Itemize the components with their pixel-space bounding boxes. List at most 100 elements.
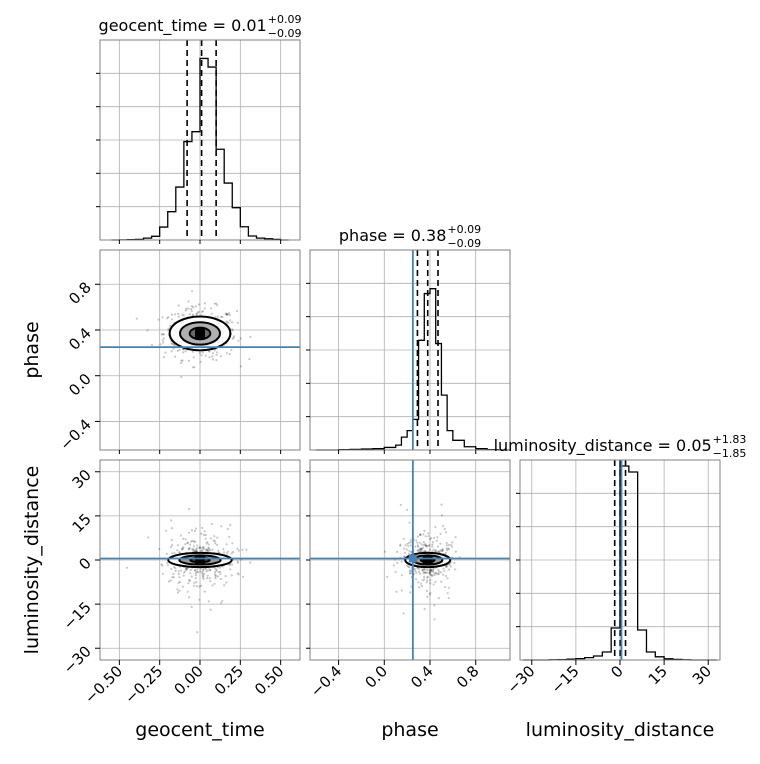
scatter-point	[428, 537, 432, 541]
scatter-point	[199, 549, 202, 553]
scatter-point	[445, 547, 448, 550]
scatter-point	[214, 542, 217, 545]
scatter-point	[439, 549, 442, 552]
scatter-point	[442, 567, 445, 570]
scatter-point	[161, 572, 164, 575]
scatter-point	[199, 584, 203, 587]
scatter-point	[194, 577, 197, 580]
y-tick-label: −30	[60, 642, 95, 677]
scatter-point	[216, 536, 219, 539]
scatter-point	[197, 310, 200, 313]
y-tick-label: 15	[69, 510, 95, 536]
scatter-point	[417, 581, 420, 584]
title-main: phase = 0.38	[339, 226, 446, 245]
scatter-point	[248, 357, 251, 361]
scatter-point	[176, 349, 180, 352]
scatter-point	[162, 333, 165, 336]
scatter-point	[125, 566, 129, 569]
scatter-point	[407, 565, 410, 568]
scatter-point	[209, 580, 212, 583]
scatter-point	[449, 565, 452, 568]
scatter-point	[193, 568, 197, 572]
scatter-point	[429, 571, 432, 574]
scatter-point	[158, 547, 161, 551]
scatter-point	[191, 366, 195, 369]
scatter-point	[231, 542, 234, 545]
scatter-point	[162, 337, 165, 340]
scatter-point	[221, 599, 224, 602]
scatter-point	[428, 569, 432, 572]
scatter-point	[425, 544, 428, 547]
scatter-point	[172, 347, 175, 350]
scatter-point	[188, 579, 191, 583]
title-median: 0.38	[411, 226, 447, 245]
scatter-point	[442, 573, 445, 576]
scatter-point	[191, 313, 195, 316]
scatter-point	[166, 561, 169, 565]
scatter-point	[424, 571, 427, 574]
scatter-point	[224, 575, 227, 578]
scatter-point	[408, 566, 411, 569]
scatter-point	[428, 570, 432, 573]
scatter-point	[418, 548, 421, 552]
scatter-point	[201, 570, 204, 573]
scatter-point	[194, 569, 197, 572]
scatter-point	[231, 321, 234, 324]
scatter-point	[425, 568, 428, 571]
scatter-point	[232, 336, 235, 339]
scatter-point	[436, 545, 439, 548]
scatter-point	[213, 573, 216, 576]
scatter-point	[170, 350, 173, 353]
scatter-point	[161, 339, 164, 342]
scatter-point	[195, 581, 198, 584]
scatter-point	[446, 592, 449, 595]
scatter-point	[443, 528, 446, 531]
x-tick-label: 0	[607, 662, 626, 681]
scatter-point	[225, 552, 228, 555]
x-tick-label: −0.50	[81, 662, 126, 707]
scatter-point	[195, 585, 199, 588]
scatter-point	[441, 549, 444, 552]
scatter-point	[454, 550, 457, 553]
scatter-point	[226, 321, 229, 324]
scatter-point	[409, 572, 412, 575]
scatter-point	[402, 537, 405, 540]
scatter-point	[226, 527, 229, 531]
panel-title-luminosity_distance: luminosity_distance = 0.05 +1.83−1.85	[494, 433, 747, 460]
scatter-point	[215, 353, 218, 356]
scatter-point	[214, 575, 217, 578]
scatter-point	[185, 307, 188, 310]
scatter-point	[415, 539, 418, 542]
scatter-point	[219, 573, 222, 576]
scatter-point	[205, 570, 208, 573]
y-axis-label-phase: phase	[21, 321, 43, 378]
scatter-point	[185, 568, 188, 571]
scatter-point	[208, 577, 211, 580]
scatter-point	[186, 567, 189, 570]
scatter-point	[222, 551, 226, 554]
scatter-point	[400, 589, 403, 592]
scatter-point	[425, 581, 428, 584]
scatter-point	[171, 318, 174, 321]
scatter-point	[408, 521, 411, 524]
scatter-point	[193, 540, 196, 543]
scatter-point	[431, 545, 434, 548]
scatter-point	[408, 552, 411, 555]
scatter-point	[195, 550, 198, 553]
scatter-point	[432, 548, 435, 551]
scatter-point	[429, 569, 432, 572]
scatter-point	[407, 544, 410, 548]
scatter-point	[420, 547, 423, 550]
scatter-point	[408, 572, 411, 575]
scatter-point	[210, 523, 213, 526]
scatter-point	[165, 529, 168, 532]
scatter-point	[187, 548, 191, 551]
scatter-point	[178, 551, 181, 554]
scatter-point	[216, 575, 219, 578]
scatter-point	[440, 514, 443, 517]
scatter-point	[236, 309, 239, 313]
scatter-point	[213, 302, 216, 305]
scatter-point	[224, 312, 227, 315]
scatter-point	[453, 561, 456, 564]
scatter-point	[440, 549, 443, 553]
